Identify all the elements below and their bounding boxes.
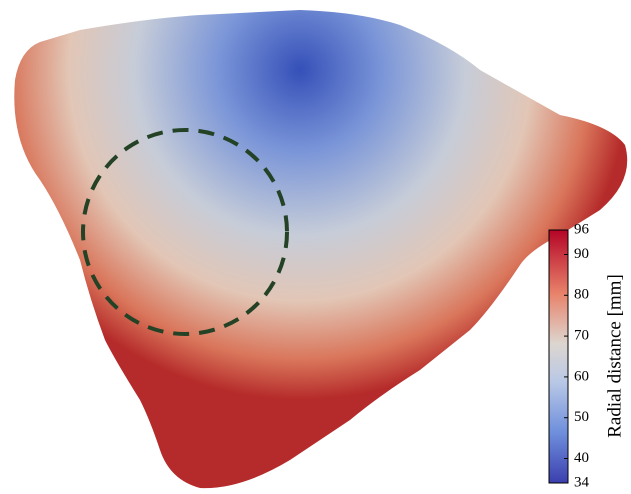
colorbar-tick-label: 70 <box>574 328 589 344</box>
colorbar <box>548 229 569 484</box>
colorbar-tick-label: 50 <box>574 409 589 425</box>
colorbar-tick-label: 80 <box>574 287 589 303</box>
highlight-circle <box>81 128 289 336</box>
colorbar-tick-label: 60 <box>574 368 589 384</box>
surface <box>14 10 628 489</box>
colorbar-label: Radial distance [mm] <box>604 274 625 438</box>
colorbar-tick-label: 34 <box>574 474 590 490</box>
colorbar-tick-label: 90 <box>574 246 589 262</box>
colorbar-tick-label: 96 <box>574 221 590 237</box>
colorbar-tick-label: 40 <box>574 450 589 466</box>
